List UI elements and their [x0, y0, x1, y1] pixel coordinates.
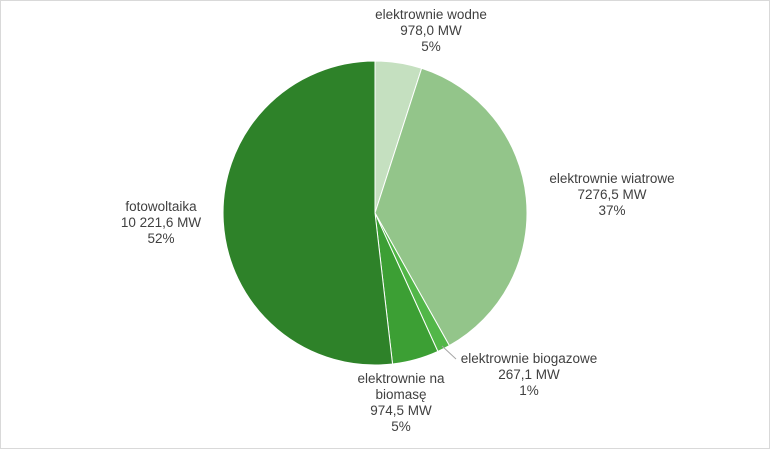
slice-label-wodne: elektrownie wodne 978,0 MW 5%: [361, 7, 501, 55]
slice-label-biogazowe: elektrownie biogazowe 267,1 MW 1%: [449, 351, 609, 399]
slice-label-biogazowe-percent: 1%: [519, 383, 539, 398]
slice-label-fotowoltaika-value: 10 221,6 MW: [120, 215, 202, 230]
slice-label-biomasa-value: 974,5 MW: [370, 403, 432, 418]
pie-slice-wiatrowe: [374, 67, 528, 347]
slice-label-fotowoltaika-name: fotowoltaika: [125, 199, 197, 214]
slice-label-wodne-percent: 5%: [421, 39, 441, 54]
slice-label-wiatrowe-value: 7276,5 MW: [577, 187, 647, 202]
slice-label-biomasa-name-1: elektrownie na: [357, 371, 445, 386]
slice-label-biogazowe-value: 267,1 MW: [498, 367, 560, 382]
slice-label-biomasa-percent: 5%: [391, 419, 411, 434]
slice-label-fotowoltaika: fotowoltaika 10 221,6 MW 52%: [96, 199, 226, 247]
pie-slices: [222, 60, 528, 366]
slice-label-wodne-value: 978,0 MW: [400, 23, 462, 38]
slice-label-biomasa: elektrownie na biomasę 974,5 MW 5%: [341, 371, 461, 435]
pie-slice-fotowoltaika: [222, 60, 394, 366]
slice-label-biogazowe-name: elektrownie biogazowe: [460, 351, 598, 366]
leader-line-biogas: [441, 345, 457, 360]
slice-label-wiatrowe: elektrownie wiatrowe 7276,5 MW 37%: [527, 171, 697, 219]
slice-label-fotowoltaika-percent: 52%: [147, 231, 175, 246]
slice-label-biomasa-name-2: biomasę: [375, 387, 427, 402]
slice-label-wodne-name: elektrownie wodne: [375, 7, 487, 22]
slice-label-wiatrowe-percent: 37%: [598, 203, 626, 218]
slice-label-wiatrowe-name: elektrownie wiatrowe: [549, 171, 675, 186]
